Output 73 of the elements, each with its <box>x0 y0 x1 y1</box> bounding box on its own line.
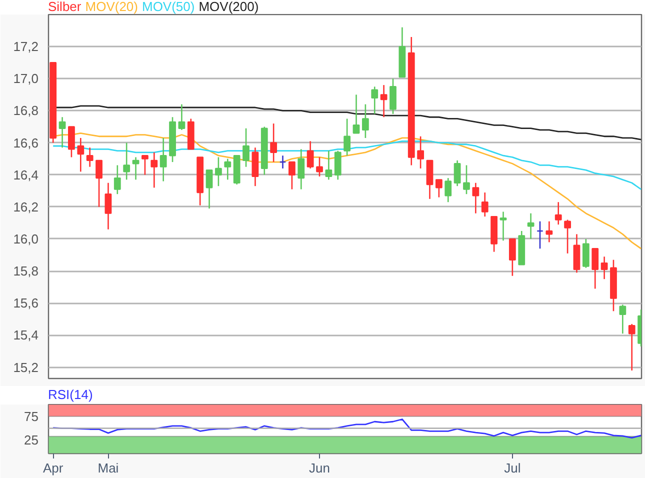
text: MOV(20) <box>85 0 138 14</box>
y-tick-label: 16,4 <box>13 167 39 182</box>
candlestick <box>270 122 278 163</box>
candlestick <box>527 212 534 240</box>
x-tick-label: Jul <box>504 460 521 476</box>
candlestick <box>344 118 351 156</box>
y-tick-label: 17,0 <box>13 71 39 86</box>
y-tick-label: 15,2 <box>13 360 39 375</box>
candlestick <box>123 142 130 180</box>
candlestick <box>306 140 314 170</box>
line-series <box>52 418 642 438</box>
candlestick <box>582 238 590 269</box>
candlestick <box>86 146 94 168</box>
candlestick <box>619 304 626 334</box>
candlestick <box>298 148 305 190</box>
candlestick <box>390 78 396 115</box>
candlestick <box>435 179 442 198</box>
candlestick <box>628 323 636 372</box>
x-tick-label: Mai <box>98 460 119 476</box>
y-tick-label: 15,4 <box>13 328 39 343</box>
candlestick <box>454 160 461 187</box>
candlestick <box>371 86 378 115</box>
y-tick-label: 15,8 <box>13 264 39 279</box>
candlestick <box>600 256 608 280</box>
candlestick <box>114 164 121 195</box>
y-tick-label: 16,2 <box>13 199 39 214</box>
y-tick-label: 75 <box>24 408 39 424</box>
y-tick-label: 15,6 <box>13 296 39 311</box>
candlestick <box>564 219 571 254</box>
candlestick <box>224 158 232 180</box>
candlestick <box>242 128 250 168</box>
text: MOV(200) <box>198 0 259 14</box>
candlestick <box>96 160 102 208</box>
candlestick <box>132 156 140 180</box>
candlestick <box>472 182 480 214</box>
candlestick <box>334 150 342 180</box>
y-tick-label: 17,2 <box>13 39 39 54</box>
candlestick <box>417 136 424 170</box>
candlestick <box>444 177 452 203</box>
candlestick <box>500 211 507 242</box>
candlestick <box>554 201 562 226</box>
y-tick-label: 16,0 <box>13 231 39 246</box>
text: MOV(50) <box>142 0 195 14</box>
candlestick <box>58 116 66 148</box>
candlestick <box>104 182 112 230</box>
candlestick <box>142 154 148 176</box>
candlestick <box>463 164 470 195</box>
candlestick <box>352 94 360 134</box>
candlestick <box>316 156 323 178</box>
candlestick <box>150 152 158 188</box>
candlestick <box>279 154 286 170</box>
candlestick <box>380 84 388 118</box>
candlestick <box>160 137 167 182</box>
y-tick-label: 25 <box>24 432 39 448</box>
y-tick-label: 16,8 <box>13 103 39 118</box>
candlestick <box>546 220 553 243</box>
candlestick <box>68 126 75 158</box>
candlestick <box>206 169 213 210</box>
candlestick <box>508 238 516 277</box>
candlestick <box>325 150 332 180</box>
candlestick <box>362 104 369 139</box>
candlestick <box>536 220 544 250</box>
candlestick <box>178 104 186 131</box>
x-tick-label: Apr <box>42 460 64 476</box>
candlestick <box>592 248 599 290</box>
candlestick <box>481 192 488 218</box>
text: Silber <box>48 0 82 14</box>
candlestick <box>77 137 84 172</box>
y-tick-label: 16,6 <box>13 135 39 150</box>
text: RSI(14) <box>48 387 93 402</box>
candlestick <box>288 161 296 190</box>
x-tick-label: Jun <box>309 460 330 476</box>
candlestick <box>215 156 222 187</box>
